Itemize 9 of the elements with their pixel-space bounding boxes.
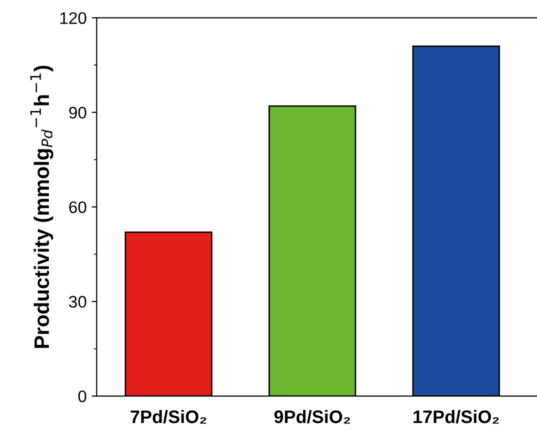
- y-axis-title: Productivity (mmolg$_{Pd}$$^{−1}$h$^{−1}$): [30, 66, 54, 348]
- y-tick-label: 120: [60, 12, 86, 24]
- y-tick-label: 90: [69, 106, 86, 119]
- x-tick-label: 9Pd/SiO₂: [274, 410, 350, 424]
- y-tick-label: 0: [78, 390, 86, 402]
- x-tick-label: 17Pd/SiO₂: [414, 410, 499, 424]
- y-tick-label: 30: [69, 296, 86, 308]
- x-tick-label: 7Pd/SiO₂: [130, 410, 206, 424]
- y-tick-label: 60: [69, 201, 86, 214]
